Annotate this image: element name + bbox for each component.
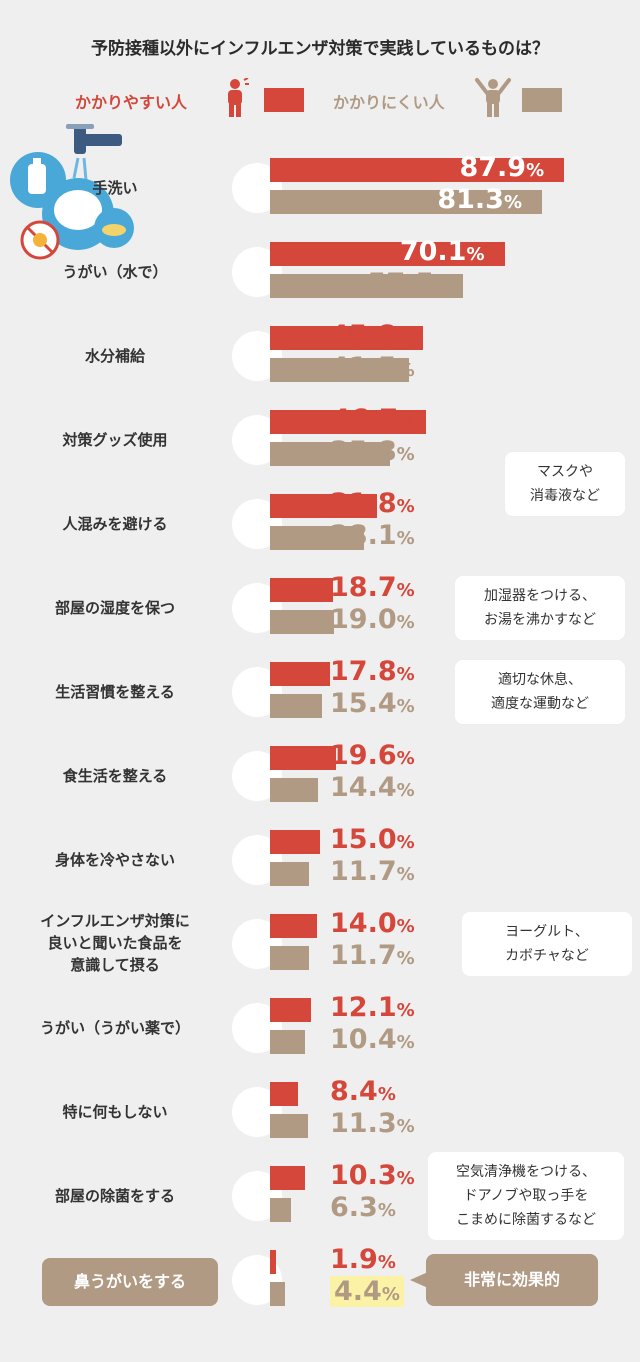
bar-high <box>270 242 505 266</box>
bar-low <box>270 358 410 382</box>
category-label: 食生活を整える <box>62 767 168 785</box>
bar-high <box>270 746 336 770</box>
category-label: うがい（うがい薬で） <box>39 1019 190 1037</box>
value-label-low: 4.4% <box>330 1276 404 1307</box>
bar-high <box>270 998 311 1022</box>
bar-low <box>270 1282 285 1306</box>
value-label-high: 8.4% <box>330 1076 396 1107</box>
category-label: 部屋の除菌をする <box>54 1187 175 1205</box>
value-label-low: 15.4% <box>330 688 415 719</box>
bar-low <box>270 778 319 802</box>
category-label: 手洗い <box>92 179 138 197</box>
bar-high <box>270 326 424 350</box>
bar-low <box>270 274 463 298</box>
bar-low <box>270 862 310 886</box>
bar-high <box>270 1250 277 1274</box>
bar-low <box>270 190 543 214</box>
value-label-low: 28.1% <box>330 520 415 551</box>
value-label-high: 12.1% <box>330 992 415 1023</box>
value-label-high: 45.8% <box>330 320 415 351</box>
bar-high <box>270 1166 305 1190</box>
bar-high <box>270 410 427 434</box>
category-label: 特に何もしない <box>62 1103 168 1121</box>
bar-low <box>270 610 334 634</box>
bar-low <box>270 1114 308 1138</box>
value-label-high: 31.8% <box>330 488 415 519</box>
value-label-low: 81.3% <box>437 184 523 215</box>
legend-high-swatch <box>264 88 304 112</box>
value-label-high: 19.6% <box>330 740 415 771</box>
value-label-high: 10.3% <box>330 1160 415 1191</box>
value-label-low: 57.5% <box>367 268 453 299</box>
legend-high-label: かかりやすい人 <box>75 93 188 112</box>
value-label-high: 14.0% <box>330 908 415 939</box>
bar-low <box>270 526 365 550</box>
category-label: 鼻うがいをする <box>42 1258 218 1306</box>
value-label-high: 46.7% <box>331 404 417 435</box>
category-label: 水分補給 <box>84 347 145 365</box>
callout-pointer <box>410 1272 428 1288</box>
chart-title: 予防接種以外にインフルエンザ対策で実践しているものは？ <box>91 39 549 59</box>
annotation-note: マスクや 消毒液など <box>505 452 625 516</box>
value-label-high: 17.8% <box>330 656 415 687</box>
value-label-low: 11.7% <box>330 856 415 887</box>
annotation-note: ヨーグルト、 カボチャなど <box>462 912 632 976</box>
bar-low <box>270 442 390 466</box>
cheering-person-icon <box>475 78 511 117</box>
hand-washing-illustration <box>10 124 134 260</box>
value-label-low: 11.7% <box>330 940 415 971</box>
value-label-low: 41.5% <box>330 352 415 383</box>
category-label: 生活習慣を整える <box>55 683 175 701</box>
sick-person-icon <box>228 78 249 117</box>
category-label: インフルエンザ対策に 良いと聞いた食品を 意識して摂る <box>40 912 190 974</box>
bar-low <box>270 1198 292 1222</box>
value-label-high: 87.9% <box>459 152 545 183</box>
bar-low <box>270 1030 305 1054</box>
bar-high <box>270 914 317 938</box>
value-label-low: 6.3% <box>330 1192 396 1223</box>
value-label-high: 15.0% <box>330 824 415 855</box>
value-label-low: 35.8% <box>330 436 415 467</box>
legend-low-label: かかりにくい人 <box>333 93 445 112</box>
value-label-high: 1.9% <box>330 1244 396 1275</box>
bar-high <box>270 578 333 602</box>
bar-high <box>270 662 330 686</box>
annotation-note: 空気清浄機をつける、 ドアノブや取っ手を こまめに除菌するなど <box>428 1152 624 1240</box>
value-label-low: 14.4% <box>330 772 415 803</box>
legend-low-swatch <box>522 88 562 112</box>
value-label-low: 10.4% <box>330 1024 415 1055</box>
category-label: うがい（水で） <box>62 263 168 281</box>
bar-high <box>270 1082 299 1106</box>
value-label-high: 70.1% <box>399 236 485 267</box>
category-label: 人混みを避ける <box>62 515 168 533</box>
bar-high <box>270 158 565 182</box>
bar-high <box>270 494 377 518</box>
category-label: 対策グッズ使用 <box>62 431 168 449</box>
annotation-note: 加湿器をつける、 お湯を沸かすなど <box>455 576 625 640</box>
category-label: 部屋の湿度を保つ <box>54 599 175 617</box>
callout-badge: 非常に効果的 <box>426 1254 598 1306</box>
bar-low <box>270 946 310 970</box>
value-label-low: 19.0% <box>330 604 415 635</box>
value-label-high: 18.7% <box>330 572 415 603</box>
value-label-low: 11.3% <box>330 1108 415 1139</box>
bar-high <box>270 830 321 854</box>
bar-low <box>270 694 322 718</box>
category-label: 身体を冷やさない <box>54 851 175 869</box>
annotation-note: 適切な休息、 適度な運動など <box>455 660 625 724</box>
